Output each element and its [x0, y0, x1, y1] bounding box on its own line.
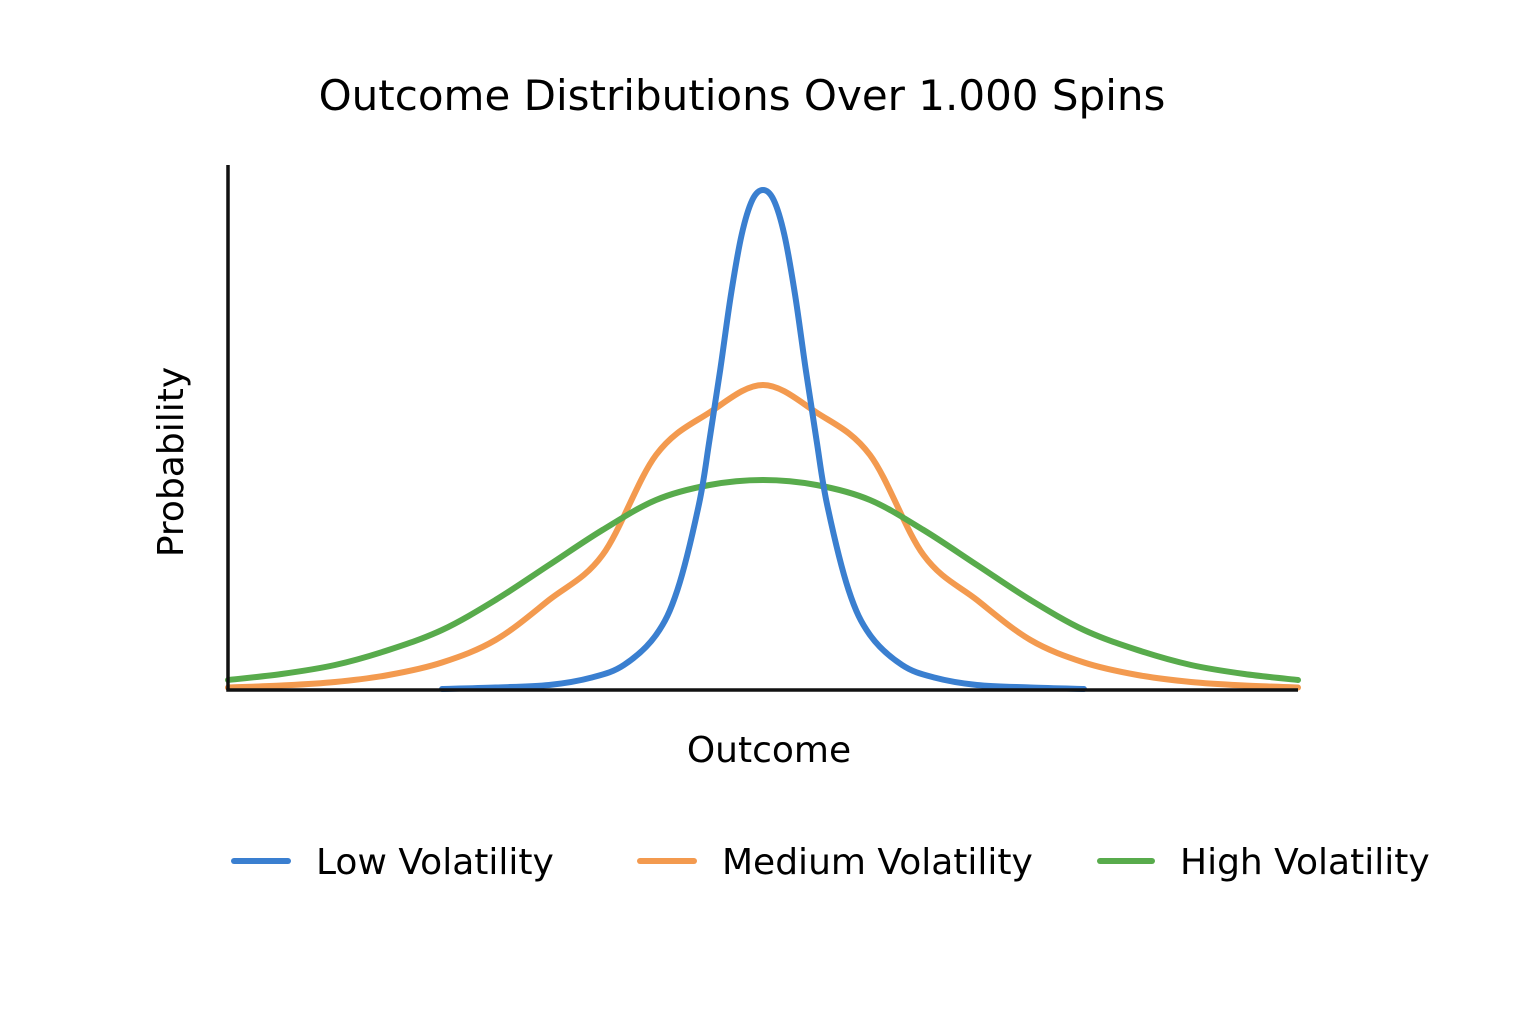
plot-area [225, 165, 1301, 692]
legend: Low Volatility Medium Volatility High Vo… [231, 842, 1430, 883]
series-line-medium-volatility [225, 382, 1301, 691]
legend-label-high-volatility: High Volatility [1180, 842, 1430, 883]
series-line-low-volatility [439, 187, 1087, 692]
legend-item-medium-volatility: Medium Volatility [637, 842, 1033, 883]
y-axis-label: Probability [151, 367, 192, 557]
x-axis-label: Outcome [687, 730, 851, 771]
series-line-high-volatility [225, 477, 1301, 683]
legend-label-medium-volatility: Medium Volatility [722, 842, 1033, 883]
series-layer [225, 187, 1301, 692]
chart-title: Outcome Distributions Over 1.000 Spins [319, 71, 1166, 120]
legend-item-low-volatility: Low Volatility [231, 842, 554, 883]
legend-label-low-volatility: Low Volatility [316, 842, 554, 883]
legend-item-high-volatility: High Volatility [1097, 842, 1430, 883]
